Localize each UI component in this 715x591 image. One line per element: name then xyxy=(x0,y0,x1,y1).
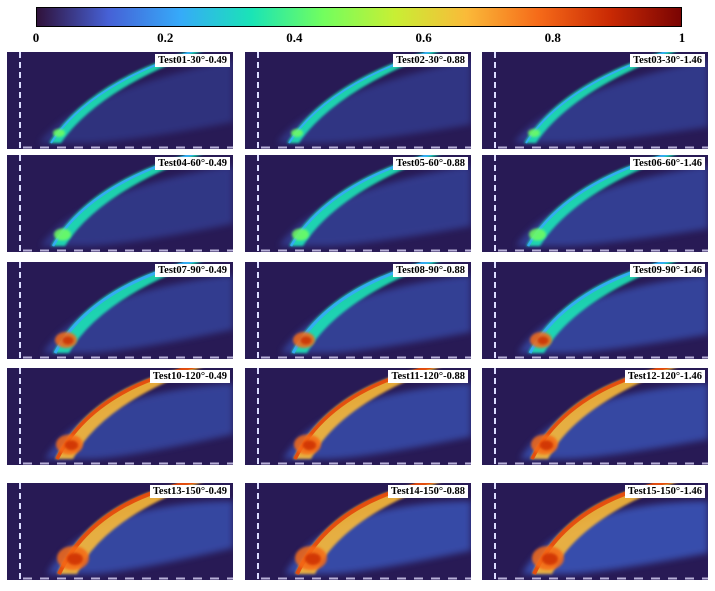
test-panel: Test02-30°-0.88 xyxy=(245,52,471,149)
test-label: Test06-60°-1.46 xyxy=(630,157,705,170)
spray-halo xyxy=(514,60,708,144)
test-label: Test15-150°-1.46 xyxy=(624,485,705,498)
jet-intensity-image xyxy=(7,52,233,149)
spray-halo xyxy=(43,275,233,354)
jet-intensity-image xyxy=(245,155,471,252)
impact-core xyxy=(67,553,83,565)
test-label: Test13-150°-0.49 xyxy=(149,485,230,498)
test-panel: Test01-30°-0.49 xyxy=(7,52,233,149)
jet-intensity-image xyxy=(7,368,233,465)
test-label: Test05-60°-0.88 xyxy=(393,157,468,170)
test-panel: Test10-120°-0.49 xyxy=(7,368,233,465)
colorbar-tick-label: 0.4 xyxy=(286,30,303,45)
test-panel: Test07-90°-0.49 xyxy=(7,262,233,359)
test-label: Test04-60°-0.49 xyxy=(155,157,230,170)
test-label: Test07-90°-0.49 xyxy=(155,264,230,277)
test-panel: Test14-150°-0.88 xyxy=(245,483,471,580)
jet-intensity-image xyxy=(482,483,708,580)
jet-intensity-image xyxy=(245,483,471,580)
impact-hotspot xyxy=(291,129,303,137)
spray-halo xyxy=(47,501,233,575)
impact-core xyxy=(305,553,321,565)
test-panel: Test05-60°-0.88 xyxy=(245,155,471,252)
spray-halo xyxy=(520,383,708,460)
test-label: Test09-90°-1.46 xyxy=(630,264,705,277)
jet-intensity-image xyxy=(482,52,708,149)
spray-halo xyxy=(45,383,233,460)
colorbar-tick-label: 0.2 xyxy=(157,30,174,45)
test-label: Test08-90°-0.88 xyxy=(393,264,468,277)
test-panel: Test11-120°-0.88 xyxy=(245,368,471,465)
test-label: Test12-120°-1.46 xyxy=(624,370,705,383)
spray-halo xyxy=(522,501,708,575)
jet-intensity-image xyxy=(245,262,471,359)
test-panel: Test12-120°-1.46 xyxy=(482,368,708,465)
test-label: Test01-30°-0.49 xyxy=(155,54,230,67)
spray-halo xyxy=(285,501,471,575)
test-panel: Test03-30°-1.46 xyxy=(482,52,708,149)
jet-intensity-image xyxy=(7,483,233,580)
impact-hotspot xyxy=(529,228,546,241)
spray-halo xyxy=(277,60,471,144)
jet-intensity-image xyxy=(245,368,471,465)
test-label: Test14-150°-0.88 xyxy=(387,485,468,498)
impact-core xyxy=(62,336,74,345)
test-panel: Test04-60°-0.49 xyxy=(7,155,233,252)
impact-core xyxy=(542,553,558,565)
test-label: Test03-30°-1.46 xyxy=(630,54,705,67)
test-panel: Test06-60°-1.46 xyxy=(482,155,708,252)
test-label: Test02-30°-0.88 xyxy=(393,54,468,67)
spray-halo xyxy=(518,275,708,354)
test-label: Test11-120°-0.88 xyxy=(388,370,468,383)
spray-halo xyxy=(281,275,471,354)
colorbar xyxy=(36,7,682,27)
impact-hotspot xyxy=(54,228,71,241)
test-panel: Test08-90°-0.88 xyxy=(245,262,471,359)
test-panel: Test13-150°-0.49 xyxy=(7,483,233,580)
impact-hotspot xyxy=(292,228,309,241)
spray-halo xyxy=(283,383,471,460)
impact-core xyxy=(300,336,312,345)
jet-intensity-image xyxy=(245,52,471,149)
spray-halo xyxy=(39,60,233,144)
impact-core xyxy=(302,440,317,451)
jet-intensity-image xyxy=(482,262,708,359)
impact-core xyxy=(64,440,79,451)
jet-intensity-image xyxy=(482,155,708,252)
spray-halo xyxy=(279,165,471,247)
test-panel: Test09-90°-1.46 xyxy=(482,262,708,359)
test-label: Test10-120°-0.49 xyxy=(149,370,230,383)
impact-core xyxy=(539,440,554,451)
impact-hotspot xyxy=(53,129,65,137)
colorbar-tick-label: 0.6 xyxy=(415,30,432,45)
colorbar-tick-label: 0.8 xyxy=(544,30,561,45)
colorbar-tick-label: 0 xyxy=(32,30,40,45)
spray-halo xyxy=(41,165,233,247)
spray-halo xyxy=(516,165,708,247)
impact-hotspot xyxy=(528,129,540,137)
impact-core xyxy=(537,336,549,345)
test-panel: Test15-150°-1.46 xyxy=(482,483,708,580)
colorbar-tick-label: 1 xyxy=(678,30,686,45)
